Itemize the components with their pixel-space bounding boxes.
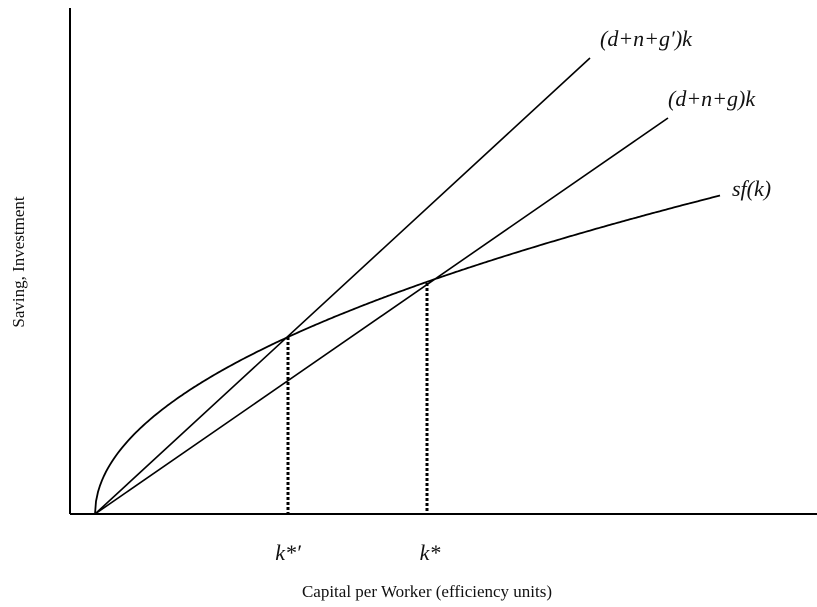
depreciation-line-high: [94, 57, 591, 515]
label-line-low: (d+n+g)k: [668, 86, 756, 111]
label-k-star-prime: k*′: [275, 540, 302, 565]
label-k-star: k*: [420, 540, 441, 565]
label-line-high: (d+n+g′)k: [600, 26, 693, 51]
label-saving-curve: sf(k): [732, 176, 771, 201]
x-axis-label: Capital per Worker (efficiency units): [302, 582, 552, 601]
depreciation-line-low: [94, 117, 669, 515]
y-axis-label: Saving, Investment: [9, 196, 28, 328]
saving-curve: [94, 194, 721, 515]
